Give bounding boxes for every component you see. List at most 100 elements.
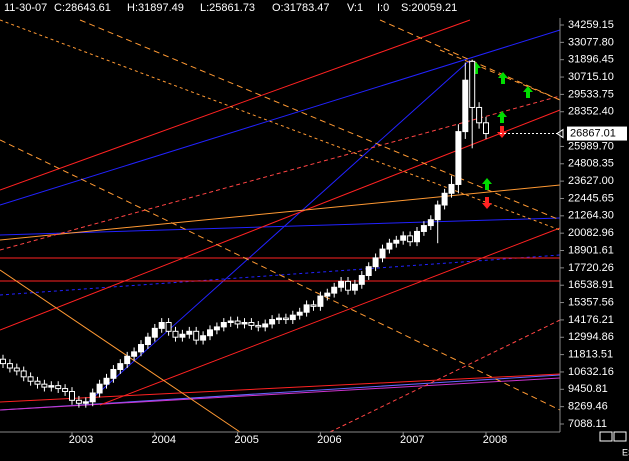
header-field: C:28643.61 <box>54 2 111 14</box>
candle-body <box>469 60 476 108</box>
candle-body <box>165 321 172 332</box>
candle-body <box>379 248 386 259</box>
y-tick-label: 15357.56 <box>568 296 614 308</box>
y-tick-label: 22445.65 <box>568 192 614 204</box>
candle-body <box>372 257 379 268</box>
window-box <box>613 431 627 442</box>
y-tick-label: 21264.30 <box>568 210 614 222</box>
candle-body <box>420 225 427 232</box>
candle-body <box>48 385 55 388</box>
candle-body <box>144 336 151 346</box>
candle-body <box>407 235 414 243</box>
candle-body <box>331 286 338 294</box>
candle-body <box>103 377 110 385</box>
x-tick-label: 2005 <box>234 434 258 446</box>
header-field: O:31783.47 <box>272 2 330 14</box>
header-field: L:25861.73 <box>200 2 255 14</box>
last-price-box <box>567 126 627 141</box>
candle-body <box>151 327 158 338</box>
candle-body <box>179 333 186 338</box>
candle-body <box>310 304 317 307</box>
y-tick-label: 14176.21 <box>568 314 614 326</box>
candle-body <box>193 330 200 341</box>
window-box <box>599 431 613 442</box>
candle-body <box>220 321 227 328</box>
candle-body <box>303 304 310 313</box>
x-tick-label: 2004 <box>152 434 176 446</box>
candle-body <box>6 363 13 369</box>
y-tick-label: 17720.26 <box>568 262 614 274</box>
candle-body <box>13 367 20 372</box>
candle-body <box>27 376 34 382</box>
candle-body <box>41 383 48 388</box>
candle-body <box>269 319 276 325</box>
x-tick-label: 2008 <box>483 434 507 446</box>
candle-body <box>351 283 358 291</box>
candle-body <box>338 280 345 288</box>
candle-body <box>227 320 234 323</box>
candle-body <box>462 79 469 133</box>
candle-body <box>241 321 248 325</box>
candle-body <box>296 311 303 316</box>
candle-body <box>55 385 62 390</box>
candle-body <box>96 383 103 394</box>
candle-body <box>0 358 6 365</box>
candle-body <box>414 230 420 243</box>
x-tick-label: 2007 <box>400 434 424 446</box>
candle-body <box>75 399 82 404</box>
y-tick-label: 18901.61 <box>568 244 614 256</box>
candle-body <box>69 391 75 401</box>
candle-body <box>317 295 324 307</box>
candle-body <box>262 323 269 328</box>
candle-body <box>213 326 220 331</box>
x-tick-label: 2006 <box>317 434 341 446</box>
header-field: I:0 <box>377 2 389 14</box>
y-tick-label: 28352.40 <box>568 106 614 118</box>
candle-body <box>62 388 69 393</box>
y-tick-label: 24808.35 <box>568 158 614 170</box>
candle-body <box>82 401 89 404</box>
candle-body <box>345 280 351 291</box>
y-tick-label: 8269.46 <box>568 401 608 413</box>
header-field: S:20059.21 <box>401 2 457 14</box>
y-tick-label: 11813.51 <box>568 349 613 361</box>
candle-body <box>448 183 455 194</box>
y-tick-label: 34259.15 <box>568 19 614 31</box>
candle-body <box>483 122 489 135</box>
candle-body <box>186 330 193 335</box>
last-price-label: 26867.01 <box>570 127 616 139</box>
candle-body <box>172 330 179 338</box>
candle-body <box>89 392 96 403</box>
y-tick-label: 23627.00 <box>568 175 614 187</box>
header-field: 11-30-07 <box>4 2 47 14</box>
y-tick-label: 31896.45 <box>568 54 614 66</box>
candle-body <box>455 131 462 185</box>
candle-body <box>131 351 138 357</box>
candle-body <box>117 363 124 370</box>
x-tick-label: 2003 <box>69 434 93 446</box>
candle-body <box>110 368 117 379</box>
y-tick-label: 12994.86 <box>568 331 614 343</box>
candle-body <box>20 370 27 378</box>
candle-body <box>138 344 144 353</box>
candle-body <box>324 292 331 297</box>
candle-body <box>365 266 372 277</box>
candle-body <box>441 192 448 206</box>
candle-body <box>255 324 262 328</box>
candle-body <box>358 275 365 285</box>
candle-body <box>234 320 241 325</box>
y-tick-label: 29533.75 <box>568 88 614 100</box>
candle-body <box>124 355 131 365</box>
y-tick-label: 33077.80 <box>568 36 614 48</box>
y-tick-label: 16538.91 <box>568 279 614 291</box>
y-tick-label: 9450.81 <box>568 383 608 395</box>
candle-body <box>34 380 41 385</box>
candle-body <box>400 235 407 241</box>
header-field: V:1 <box>347 2 363 14</box>
last-price-pointer <box>556 128 564 139</box>
header-field: H:31897.49 <box>127 2 184 14</box>
candle-body <box>289 314 296 321</box>
candle-body <box>434 204 441 221</box>
candle-body <box>386 242 393 250</box>
